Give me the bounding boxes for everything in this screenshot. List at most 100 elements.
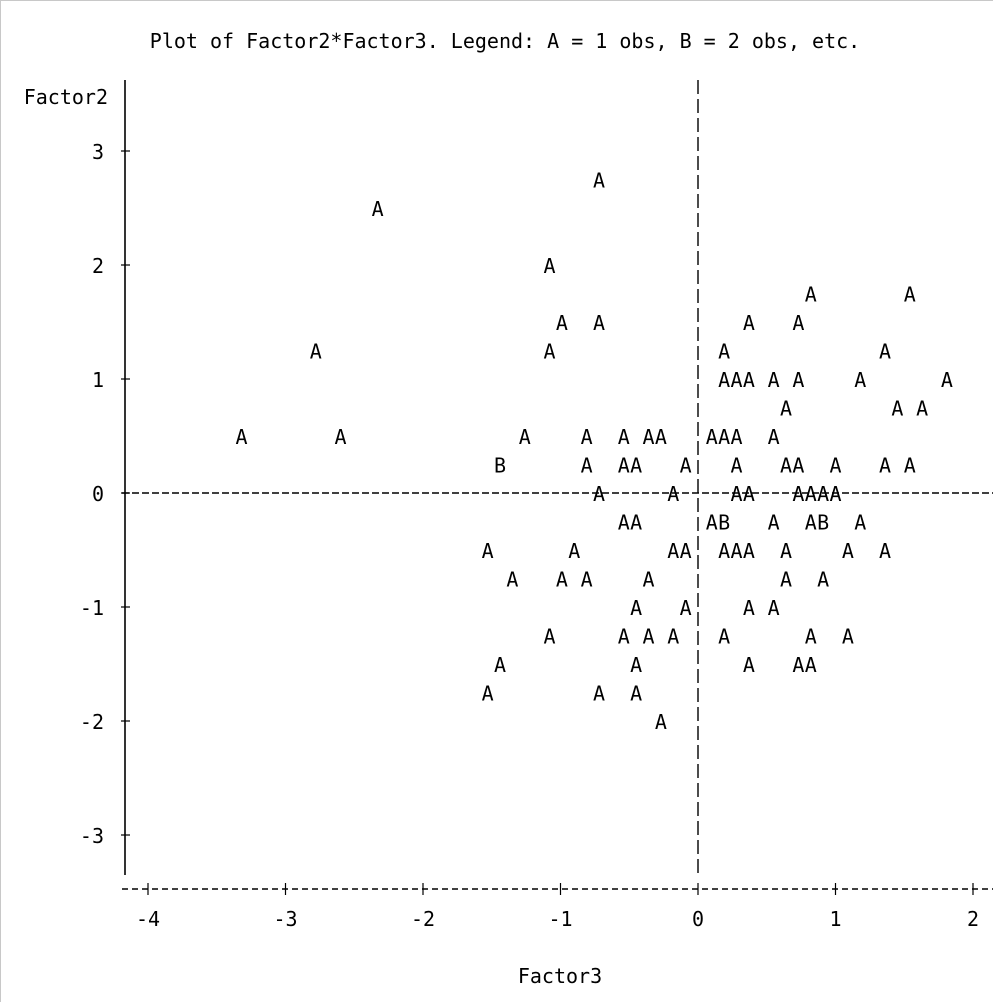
data-point: A [680, 539, 692, 563]
data-point: A [805, 625, 817, 649]
data-point: A [805, 283, 817, 307]
data-point: A [543, 625, 555, 649]
data-point: A [904, 454, 916, 478]
data-point: A [642, 625, 654, 649]
data-point: A [642, 568, 654, 592]
data-point: A [805, 482, 817, 506]
data-point: A [680, 596, 692, 620]
data-point: A [768, 425, 780, 449]
data-point: A [854, 368, 866, 392]
data-point: A [334, 425, 346, 449]
data-point: A [667, 482, 679, 506]
data-point: A [805, 653, 817, 677]
data-point: A [593, 169, 605, 193]
data-point: A [743, 539, 755, 563]
data-point: A [879, 340, 891, 364]
data-point: A [817, 568, 829, 592]
y-tick-label: -1 [80, 596, 104, 620]
data-point: A [842, 625, 854, 649]
data-point: A [667, 539, 679, 563]
y-tick-label: 0 [92, 482, 104, 506]
data-point: A [543, 340, 555, 364]
data-point: A [718, 539, 730, 563]
data-point: A [891, 397, 903, 421]
x-tick-label: 1 [829, 907, 841, 931]
data-point: A [730, 482, 742, 506]
data-point: A [706, 425, 718, 449]
data-point: A [630, 653, 642, 677]
y-tick-label: 3 [92, 140, 104, 164]
data-point: A [730, 454, 742, 478]
reference-lines [122, 80, 993, 875]
y-axis-label: Factor2 [24, 85, 108, 109]
data-point: A [904, 283, 916, 307]
data-point: A [372, 197, 384, 221]
data-point: A [768, 596, 780, 620]
y-tick-label: -2 [80, 710, 104, 734]
axes [122, 80, 993, 890]
data-point: A [792, 653, 804, 677]
data-point: A [618, 454, 630, 478]
data-point: A [718, 625, 730, 649]
x-tick-label: -3 [273, 907, 297, 931]
y-tick-label: -3 [80, 824, 104, 848]
data-point: A [854, 511, 866, 535]
x-axis-label: Factor3 [518, 964, 602, 988]
data-point: A [718, 425, 730, 449]
data-point: A [743, 596, 755, 620]
x-tick-label: -2 [411, 907, 435, 931]
data-point: A [730, 425, 742, 449]
data-point: B [817, 511, 829, 535]
data-point: A [829, 482, 841, 506]
chart-title: Plot of Factor2*Factor3. Legend: A = 1 o… [150, 29, 860, 53]
data-point: A [235, 425, 247, 449]
y-tick-label: 2 [92, 254, 104, 278]
data-point: A [630, 511, 642, 535]
data-point: A [655, 710, 667, 734]
x-tick-label: -4 [136, 907, 160, 931]
data-point: A [730, 539, 742, 563]
x-tick-label: 0 [692, 907, 704, 931]
x-tick-label: -1 [548, 907, 572, 931]
data-point: A [780, 568, 792, 592]
data-point: A [618, 625, 630, 649]
data-point: A [494, 653, 506, 677]
data-point: A [593, 682, 605, 706]
data-point: A [768, 368, 780, 392]
data-point: A [792, 311, 804, 335]
data-point: A [506, 568, 518, 592]
data-point: B [494, 454, 506, 478]
data-point: A [718, 368, 730, 392]
data-point: A [768, 511, 780, 535]
data-point: A [916, 397, 928, 421]
data-point: A [593, 311, 605, 335]
y-tick-label: 1 [92, 368, 104, 392]
data-point: A [743, 311, 755, 335]
data-point: A [706, 511, 718, 535]
data-point: A [568, 539, 580, 563]
data-point: A [879, 539, 891, 563]
data-point: A [680, 454, 692, 478]
data-point: A [718, 340, 730, 364]
data-point: A [780, 539, 792, 563]
data-point: A [618, 511, 630, 535]
data-point: A [581, 425, 593, 449]
data-point: A [581, 568, 593, 592]
data-point: A [792, 368, 804, 392]
data-point: A [805, 511, 817, 535]
data-point: A [743, 368, 755, 392]
data-point: A [482, 682, 494, 706]
data-point: A [780, 454, 792, 478]
data-point: A [655, 425, 667, 449]
data-point: A [310, 340, 322, 364]
data-point: A [630, 682, 642, 706]
data-point: A [618, 425, 630, 449]
data-point: A [879, 454, 891, 478]
data-point: A [792, 454, 804, 478]
data-point: A [842, 539, 854, 563]
data-point: A [630, 454, 642, 478]
data-point: A [780, 397, 792, 421]
